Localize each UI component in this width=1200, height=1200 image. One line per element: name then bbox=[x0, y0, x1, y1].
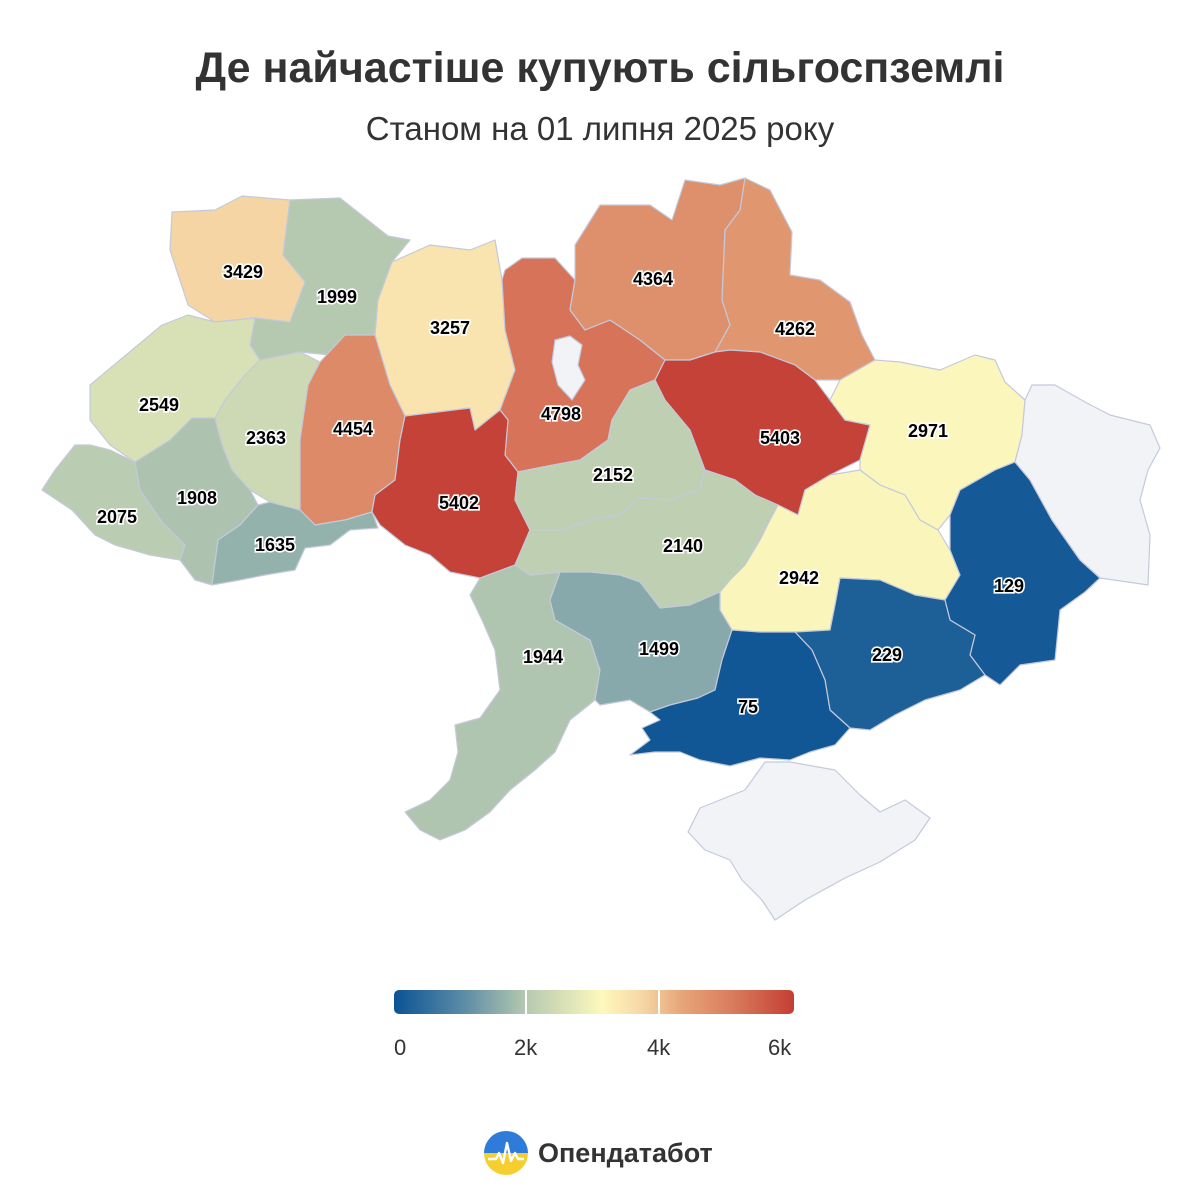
region-value-label-lviv: 2549 bbox=[139, 395, 179, 415]
region-value-label-khmelnytskyi: 4454 bbox=[333, 419, 373, 439]
region-value-label-cherkasy: 2152 bbox=[593, 465, 633, 485]
region-value-label-sumy: 4262 bbox=[775, 319, 815, 339]
region-rivne[interactable] bbox=[249, 197, 411, 361]
region-value-label-zaporizhzhia: 229 bbox=[872, 645, 902, 665]
region-value-label-chernihiv: 4364 bbox=[633, 269, 673, 289]
region-luhansk[interactable] bbox=[1014, 384, 1161, 586]
opendatabot-logo-icon bbox=[484, 1131, 528, 1175]
region-crimea[interactable] bbox=[687, 761, 931, 921]
region-value-label-donetsk: 129 bbox=[994, 576, 1024, 596]
region-value-label-mykolaiv: 1499 bbox=[639, 639, 679, 659]
region-kherson[interactable] bbox=[629, 629, 851, 767]
legend-tick-4k: 4k bbox=[647, 1035, 671, 1060]
region-value-label-kharkiv: 2971 bbox=[908, 421, 948, 441]
region-value-label-zakarpattia: 2075 bbox=[97, 507, 137, 527]
region-value-label-kherson: 75 bbox=[738, 697, 758, 717]
region-volyn[interactable] bbox=[169, 195, 306, 323]
region-chernivtsi[interactable] bbox=[211, 501, 379, 586]
ukraine-choropleth-map: 3429 1999 3257 4798 4364 4262 2549 2363 4454 5402… bbox=[41, 177, 1161, 921]
legend-tick-6k: 6k bbox=[768, 1035, 792, 1060]
region-value-label-dnipro: 2942 bbox=[779, 568, 819, 588]
region-value-label-vinnytsia: 5402 bbox=[439, 493, 479, 513]
region-value-label-odesa: 1944 bbox=[523, 647, 563, 667]
region-value-label-poltava: 5403 bbox=[760, 428, 800, 448]
color-scale-legend bbox=[394, 990, 794, 1014]
brand: Опендатабот bbox=[484, 1130, 713, 1176]
map-title: Де найчастіше купують сільгоспземлі bbox=[195, 44, 1005, 92]
region-value-label-ivano-frankivsk: 1908 bbox=[177, 488, 217, 508]
brand-name: Опендатабот bbox=[538, 1137, 713, 1168]
region-value-label-chernivtsi: 1635 bbox=[255, 535, 295, 555]
legend-tick-2k: 2k bbox=[514, 1035, 538, 1060]
region-kyiv-city[interactable] bbox=[551, 335, 586, 401]
legend-separator bbox=[658, 990, 660, 1014]
region-value-label-rivne: 1999 bbox=[317, 287, 357, 307]
region-value-label-kyiv: 4798 bbox=[541, 404, 581, 424]
region-value-label-ternopil: 2363 bbox=[246, 428, 286, 448]
map-subtitle: Станом на 01 липня 2025 року bbox=[365, 110, 835, 147]
region-value-label-volyn: 3429 bbox=[223, 262, 263, 282]
legend-separator bbox=[525, 990, 527, 1014]
region-value-label-kirovohrad: 2140 bbox=[663, 536, 703, 556]
region-value-label-zhytomyr: 3257 bbox=[430, 318, 470, 338]
legend-tick-0: 0 bbox=[394, 1035, 407, 1060]
region-poltava[interactable] bbox=[654, 349, 871, 516]
